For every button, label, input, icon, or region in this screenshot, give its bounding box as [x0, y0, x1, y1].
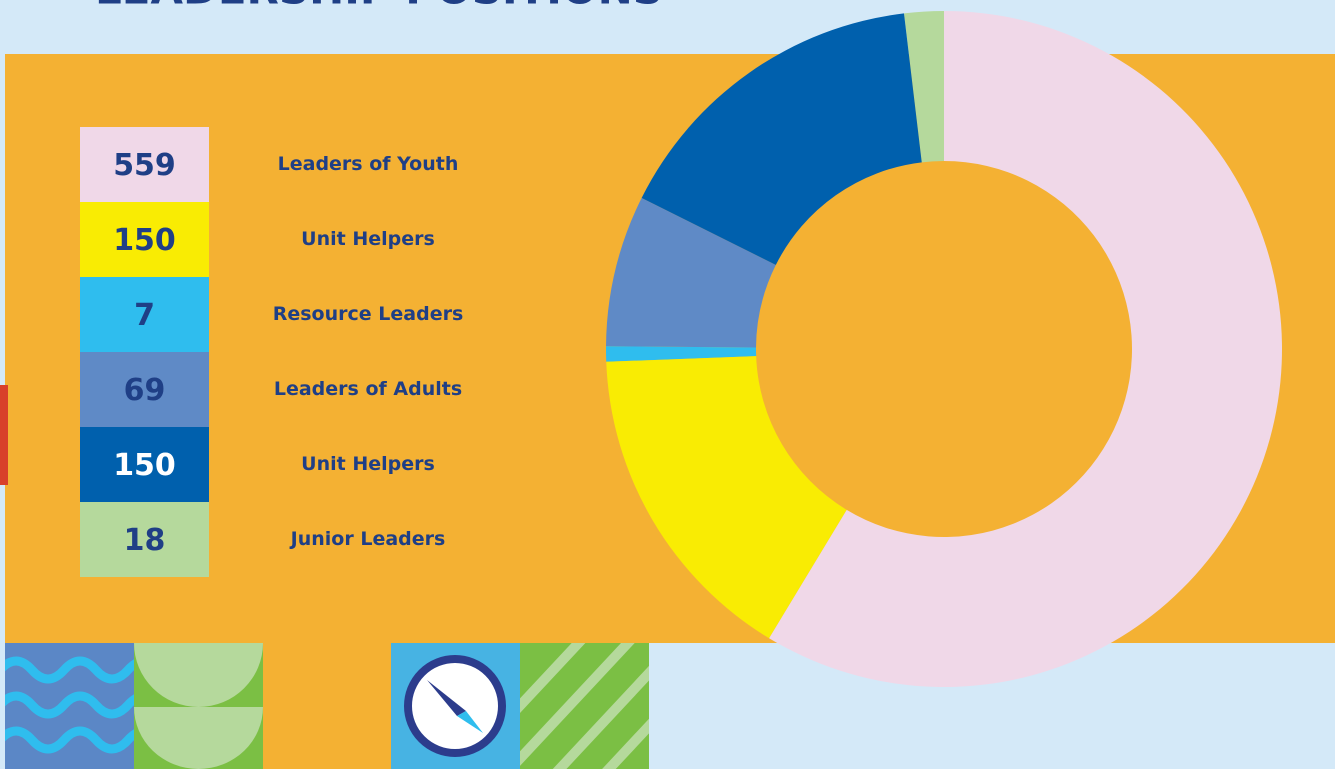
- legend-label: Resource Leaders: [273, 303, 464, 325]
- compass-tile: [391, 643, 520, 769]
- legend-value: 69: [124, 373, 166, 408]
- legend-value: 150: [113, 448, 176, 483]
- legend-label: Unit Helpers: [301, 228, 435, 250]
- legend-label: Junior Leaders: [289, 528, 446, 550]
- legend-label: Leaders of Adults: [274, 378, 462, 400]
- legend-value: 7: [134, 298, 155, 333]
- legend-label: Leaders of Youth: [278, 153, 459, 175]
- legend-value: 150: [113, 223, 176, 258]
- edge-stripe: [0, 385, 8, 485]
- legend-value: 559: [113, 148, 176, 183]
- infographic: LEADERSHIP POSITIONS 559 Leaders of Youth…: [0, 0, 1335, 769]
- legend-label: Unit Helpers: [301, 453, 435, 475]
- title: LEADERSHIP POSITIONS: [95, 0, 663, 14]
- legend-value: 18: [124, 523, 166, 558]
- semicircle-tile: [134, 643, 263, 769]
